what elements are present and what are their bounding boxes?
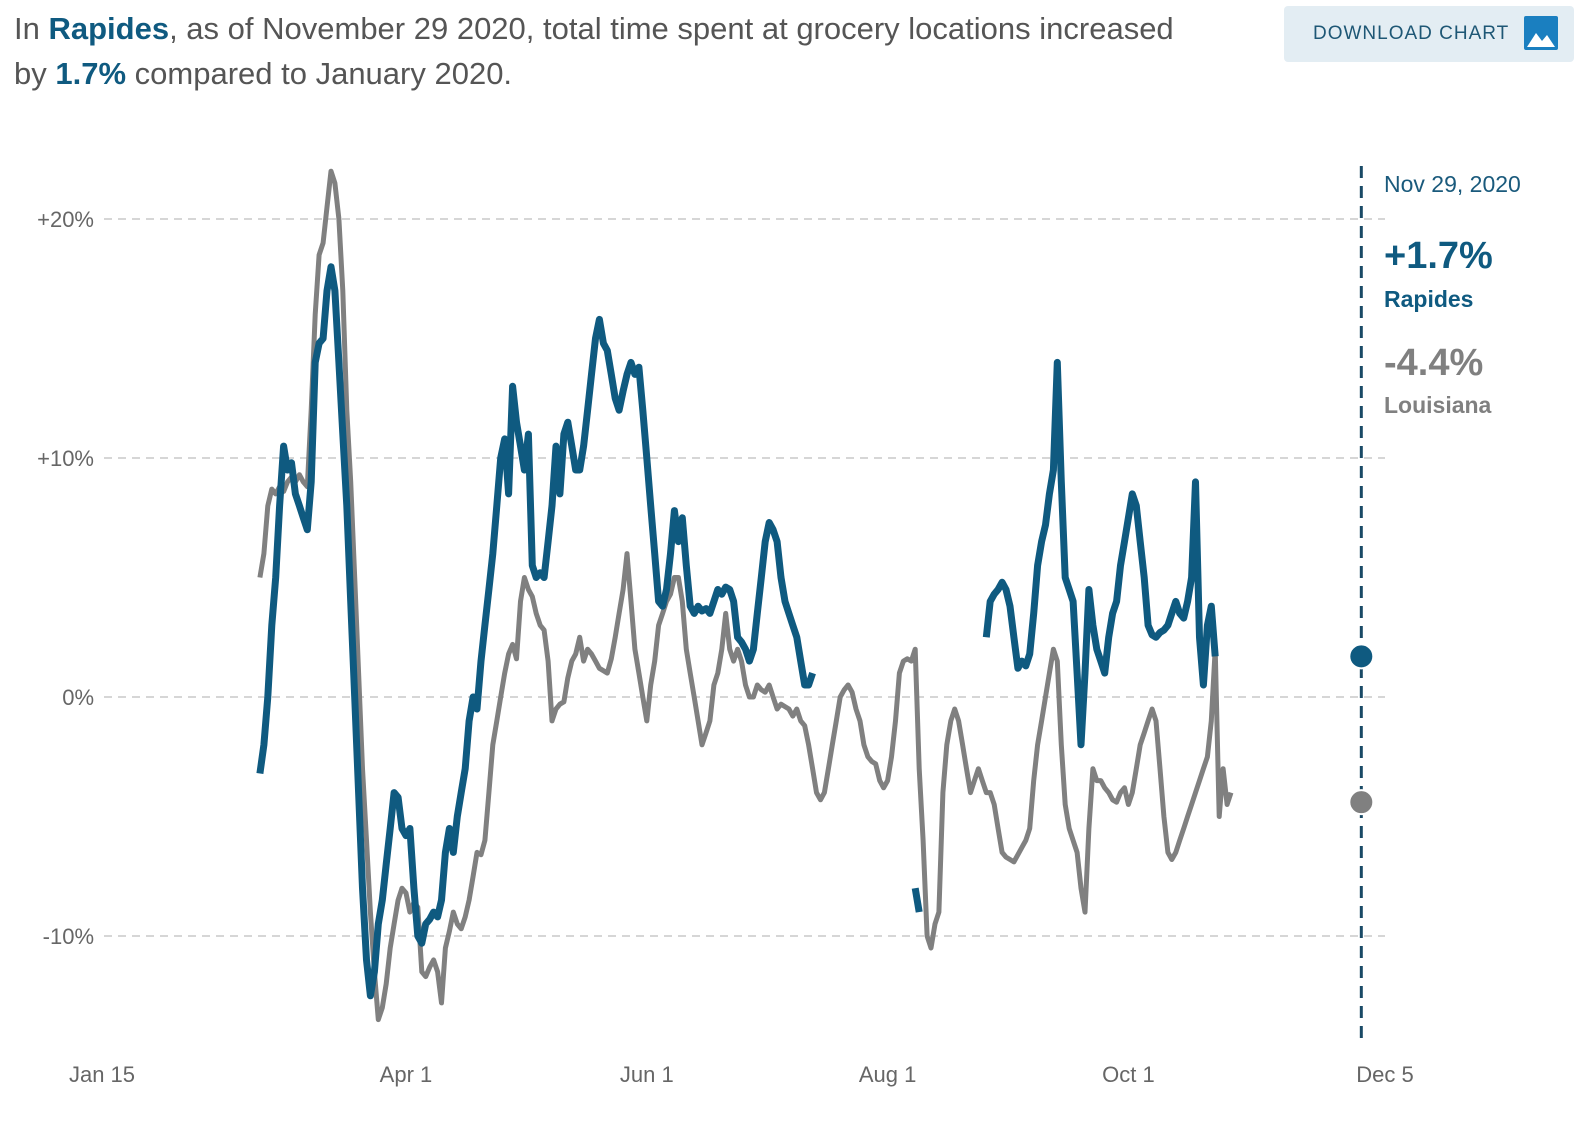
y-tick-label: +20% xyxy=(37,207,94,232)
x-tick-label: Jun 1 xyxy=(620,1062,674,1087)
x-tick-label: Dec 5 xyxy=(1356,1062,1413,1087)
headline-place: Rapides xyxy=(48,11,170,46)
headline-text-end: compared to January 2020. xyxy=(126,56,513,91)
download-chart-label: DOWNLOAD CHART xyxy=(1313,23,1510,44)
series-line-louisiana xyxy=(257,168,1234,1023)
x-tick-label: Aug 1 xyxy=(859,1062,917,1087)
y-tick-label: -10% xyxy=(43,924,94,949)
series-line-rapides xyxy=(911,887,923,913)
annotation-primary-name: Rapides xyxy=(1384,286,1473,312)
annotation-secondary-value: -4.4% xyxy=(1384,342,1483,384)
headline-value: 1.7% xyxy=(55,56,127,91)
endpoint-louisiana xyxy=(1348,789,1375,816)
x-tick-label: Jan 15 xyxy=(69,1062,135,1087)
chart-headline: In Rapides, as of November 29 2020, tota… xyxy=(14,6,1214,96)
headline-text-start: In xyxy=(14,11,49,46)
annotation-primary-value: +1.7% xyxy=(1384,235,1493,277)
y-tick-label: +10% xyxy=(37,446,94,471)
image-icon[interactable] xyxy=(1524,16,1558,50)
annotation-date: Nov 29, 2020 xyxy=(1384,171,1521,197)
headline-text-middle: , as of November 29 2020, total time spe… xyxy=(14,11,1174,91)
annotation-secondary-name: Louisiana xyxy=(1384,392,1492,418)
x-tick-label: Oct 1 xyxy=(1102,1062,1155,1087)
endpoint-rapides xyxy=(1348,643,1375,670)
y-tick-label: 0% xyxy=(62,685,94,710)
series-line-rapides xyxy=(982,358,1219,749)
x-tick-label: Apr 1 xyxy=(380,1062,433,1087)
series-line-rapides xyxy=(256,263,816,1000)
